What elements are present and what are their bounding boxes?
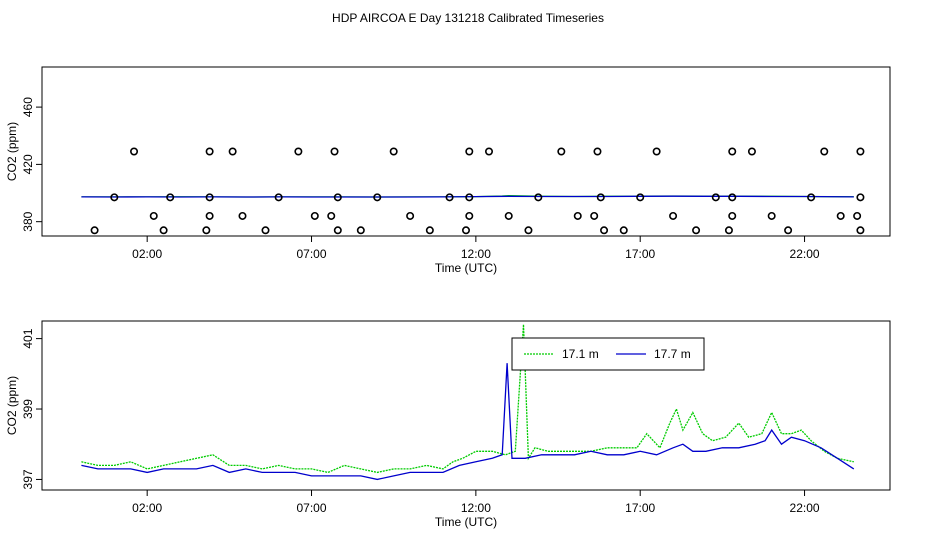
data-point [692, 226, 701, 235]
data-point [205, 211, 214, 220]
panel-bottom: 02:00 07:00 12:00 17:00 22:00 397 399 401 Time (… [5, 320, 891, 529]
x-tick-label: 17:00 [625, 247, 655, 261]
data-point [465, 193, 474, 202]
series-line-2 [81, 195, 854, 198]
data-point [110, 193, 119, 202]
data-point [445, 193, 454, 202]
x-tick-label: 02:00 [132, 247, 162, 261]
data-point [202, 226, 211, 235]
data-point [836, 211, 845, 220]
data-point [728, 193, 737, 202]
data-point [130, 147, 139, 156]
data-point [856, 147, 865, 156]
data-point [853, 211, 862, 220]
data-point [149, 211, 158, 220]
y-tick-label: 460 [21, 97, 35, 117]
data-point [728, 147, 737, 156]
x-axis-label: Time (UTC) [435, 515, 497, 529]
data-point [767, 211, 776, 220]
x-tick-label: 07:00 [297, 247, 327, 261]
data-point [238, 211, 247, 220]
data-point [389, 147, 398, 156]
data-point [711, 193, 720, 202]
data-point [327, 211, 336, 220]
data-point [373, 193, 382, 202]
x-tick-label: 22:00 [790, 247, 820, 261]
plot-data [81, 147, 865, 235]
data-point [573, 211, 582, 220]
data-point [504, 211, 513, 220]
data-point [310, 211, 319, 220]
x-tick-label: 12:00 [461, 247, 491, 261]
data-point [461, 226, 470, 235]
y-tick-label: 399 [21, 399, 35, 419]
data-point [820, 147, 829, 156]
data-point [856, 226, 865, 235]
plot-frame [41, 66, 891, 237]
data-point [274, 193, 283, 202]
data-point [856, 193, 865, 202]
series-line-2 [81, 363, 855, 481]
y-tick-label: 401 [21, 328, 35, 348]
data-point [724, 226, 733, 235]
data-point [166, 193, 175, 202]
y-axis-label: CO2 (ppm) [5, 376, 19, 435]
data-point [425, 226, 434, 235]
data-point [333, 193, 342, 202]
data-point [596, 193, 605, 202]
x-tick-label: 12:00 [461, 501, 491, 515]
legend-label-2: 17.7 m [654, 347, 691, 361]
panel-top: 02:00 07:00 12:00 17:00 22:00 380 420 460 Time (… [5, 66, 891, 275]
y-axis-label: CO2 (ppm) [5, 122, 19, 181]
figure-title: HDP AIRCOA E Day 131218 Calibrated Times… [332, 11, 604, 25]
data-point [590, 211, 599, 220]
data-point [619, 226, 628, 235]
data-point [600, 226, 609, 235]
data-point [784, 226, 793, 235]
data-point [356, 226, 365, 235]
x-tick-label: 22:00 [790, 501, 820, 515]
x-axis-label: Time (UTC) [435, 261, 497, 275]
series-line-1 [81, 324, 854, 474]
legend-label-1: 17.1 m [562, 347, 599, 361]
data-point [205, 193, 214, 202]
data-point [652, 147, 661, 156]
data-point [406, 211, 415, 220]
data-point [159, 226, 168, 235]
y-tick-label: 397 [21, 469, 35, 489]
plot-data [81, 324, 855, 481]
data-point [524, 226, 533, 235]
x-tick-label: 02:00 [132, 501, 162, 515]
x-tick-label: 07:00 [297, 501, 327, 515]
data-point [557, 147, 566, 156]
data-point [333, 226, 342, 235]
data-point [485, 147, 494, 156]
y-tick-label: 380 [21, 211, 35, 231]
data-point [261, 226, 270, 235]
data-point [669, 211, 678, 220]
plot-frame [41, 320, 891, 491]
data-point [465, 211, 474, 220]
data-point [636, 193, 645, 202]
data-point [228, 147, 237, 156]
data-point [294, 147, 303, 156]
data-point [728, 211, 737, 220]
data-point [747, 147, 756, 156]
data-point [330, 147, 339, 156]
data-point [90, 226, 99, 235]
x-tick-label: 17:00 [625, 501, 655, 515]
data-point [205, 147, 214, 156]
y-tick-label: 420 [21, 154, 35, 174]
data-point [534, 193, 543, 202]
data-point [593, 147, 602, 156]
legend: 17.1 m 17.7 m [511, 337, 705, 371]
data-point [807, 193, 816, 202]
data-point [465, 147, 474, 156]
